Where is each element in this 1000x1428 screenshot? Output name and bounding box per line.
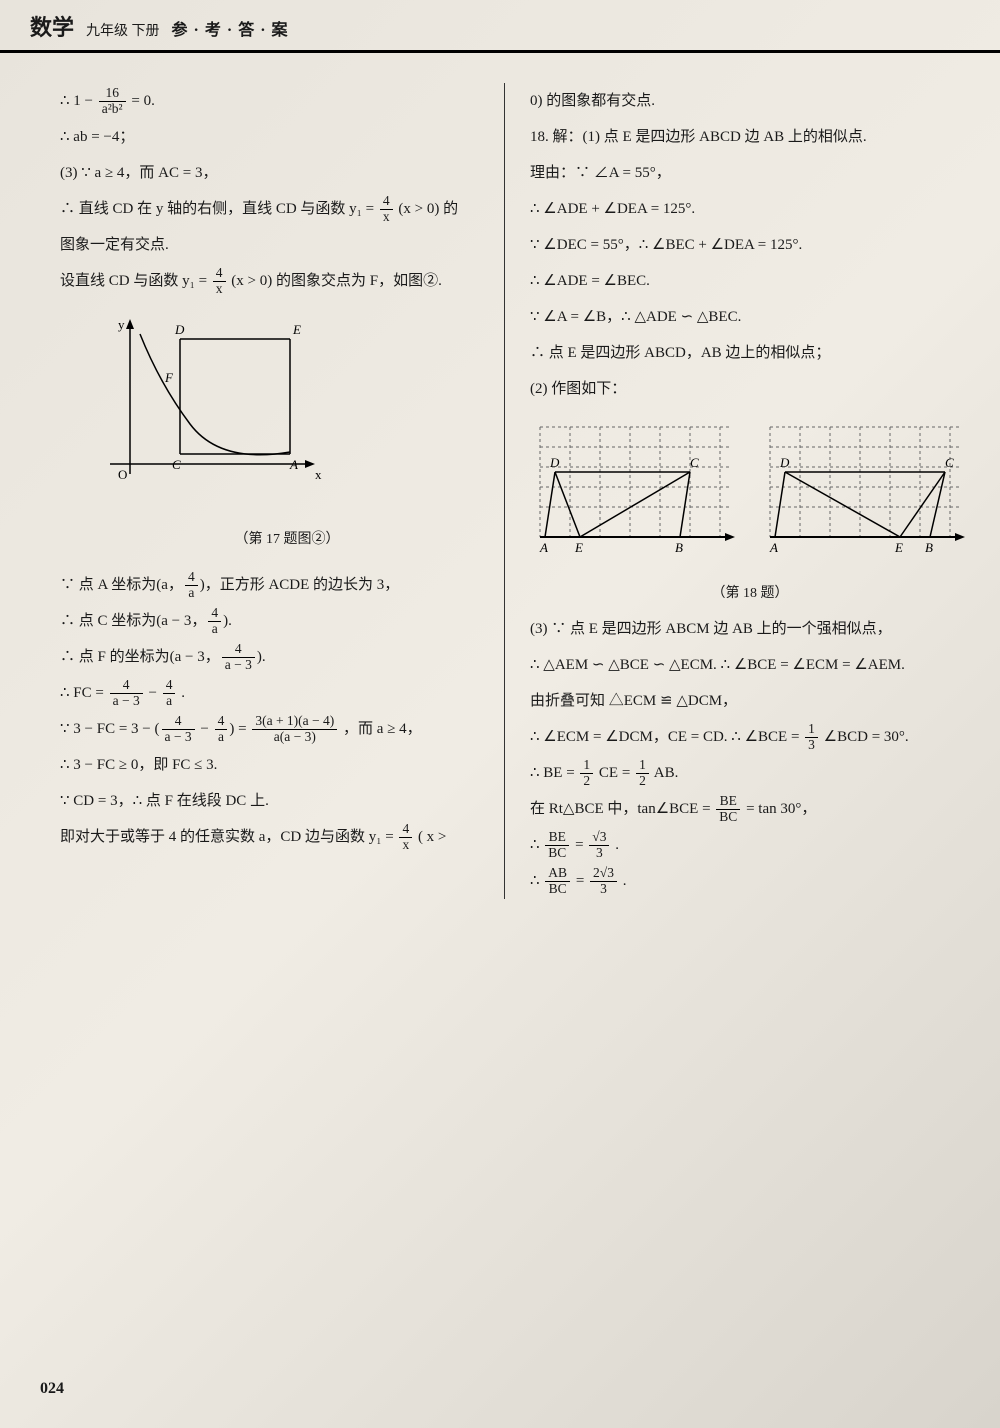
- text-line: ∴ 1 − 16a²b² = 0.: [60, 83, 484, 119]
- text-line: (3) ∵ 点 E 是四边形 ABCM 边 AB 上的一个强相似点，: [530, 611, 970, 647]
- text-line: ∴ ∠ECM = ∠DCM，CE = CD. ∴ ∠BCE = 13 ∠BCD …: [530, 719, 970, 755]
- text-line: 18. 解：(1) 点 E 是四边形 ABCD 边 AB 上的相似点.: [530, 119, 970, 155]
- svg-text:y: y: [118, 317, 125, 332]
- svg-text:C: C: [172, 457, 181, 472]
- text-line: 0) 的图象都有交点.: [530, 83, 970, 119]
- text-line: ∴ ∠ADE = ∠BEC.: [530, 263, 970, 299]
- text-line: ∴ △AEM ∽ △BCE ∽ △ECM. ∴ ∠BCE = ∠ECM = ∠A…: [530, 647, 970, 683]
- text-line: ∴ 3 − FC ≥ 0，即 FC ≤ 3.: [60, 747, 484, 783]
- text-line: (3) ∵ a ≥ 4，而 AC = 3，: [60, 155, 484, 191]
- svg-text:D: D: [174, 322, 185, 337]
- text-line: ∵ ∠DEC = 55°，∴ ∠BEC + ∠DEA = 125°.: [530, 227, 970, 263]
- svg-text:D: D: [779, 455, 790, 470]
- text-line: 即对大于或等于 4 的任意实数 a，CD 边与函数 y₁ = 4x ( x >: [60, 819, 484, 855]
- text-line: 图象一定有交点.: [60, 227, 484, 263]
- text-line: ∴ 点 F 的坐标为(a − 3，4a − 3).: [60, 639, 484, 675]
- text-line: ∴ BE = 12 CE = 12 AB.: [530, 755, 970, 791]
- text-line: ∴ ab = −4；: [60, 119, 484, 155]
- svg-text:C: C: [945, 455, 954, 470]
- text-line: ∵ CD = 3，∴ 点 F 在线段 DC 上.: [60, 783, 484, 819]
- text-line: ∵ ∠A = ∠B，∴ △ADE ∽ △BEC.: [530, 299, 970, 335]
- text-line: ∴ FC = 4a − 3 − 4a .: [60, 675, 484, 711]
- text-line: ∵ 3 − FC = 3 − (4a − 3 − 4a) = 3(a + 1)(…: [60, 711, 484, 747]
- right-column: 0) 的图象都有交点. 18. 解：(1) 点 E 是四边形 ABCD 边 AB…: [505, 83, 970, 899]
- page-number: 024: [40, 1380, 64, 1398]
- text-line: ∴ ∠ADE + ∠DEA = 125°.: [530, 191, 970, 227]
- figure-17: y x O D E F C A （第 17 题图②）: [90, 314, 484, 557]
- text-line: 由折叠可知 △ECM ≌ △DCM，: [530, 683, 970, 719]
- page-header: 数学 九年级 下册 参·考·答·案: [0, 0, 1000, 53]
- left-column: ∴ 1 − 16a²b² = 0. ∴ ab = −4； (3) ∵ a ≥ 4…: [60, 83, 505, 899]
- svg-text:A: A: [769, 540, 778, 555]
- svg-text:B: B: [675, 540, 683, 555]
- content-area: ∴ 1 − 16a²b² = 0. ∴ ab = −4； (3) ∵ a ≥ 4…: [0, 53, 1000, 899]
- subject-title: 数学: [30, 10, 74, 42]
- text-line: ∵ 点 A 坐标为(a，4a)，正方形 ACDE 的边长为 3，: [60, 567, 484, 603]
- figure-18-caption: （第 18 题）: [530, 577, 970, 611]
- figure-17-svg: y x O D E F C A: [90, 314, 330, 504]
- svg-text:E: E: [574, 540, 583, 555]
- figure-18: D C A E B: [530, 417, 970, 567]
- svg-text:O: O: [118, 467, 127, 482]
- svg-text:F: F: [164, 370, 174, 385]
- svg-text:D: D: [549, 455, 560, 470]
- figure-18-panel-2: D C A E B: [760, 417, 970, 567]
- svg-text:A: A: [289, 457, 298, 472]
- text-line: ∴ 直线 CD 在 y 轴的右侧，直线 CD 与函数 y₁ = 4x (x > …: [60, 191, 484, 227]
- text-line: ∴ BEBC = √33 .: [530, 827, 970, 863]
- figure-17-caption: （第 17 题图②）: [90, 523, 484, 557]
- svg-text:C: C: [690, 455, 699, 470]
- section-label: 参·考·答·案: [172, 16, 294, 40]
- svg-text:E: E: [292, 322, 301, 337]
- text-line: 在 Rt△BCE 中，tan∠BCE = BEBC = tan 30°，: [530, 791, 970, 827]
- text-line: ∴ ABBC = 2√33 .: [530, 863, 970, 899]
- text-line: 设直线 CD 与函数 y₁ = 4x (x > 0) 的图象交点为 F，如图②.: [60, 263, 484, 299]
- grade-label: 九年级 下册: [86, 20, 160, 40]
- text-line: (2) 作图如下：: [530, 371, 970, 407]
- text-line: 理由：∵ ∠A = 55°，: [530, 155, 970, 191]
- svg-text:E: E: [894, 540, 903, 555]
- text-line: ∴ 点 C 坐标为(a − 3，4a).: [60, 603, 484, 639]
- svg-text:A: A: [539, 540, 548, 555]
- figure-18-panel-1: D C A E B: [530, 417, 740, 567]
- svg-text:x: x: [315, 467, 322, 482]
- text-line: ∴ 点 E 是四边形 ABCD，AB 边上的相似点；: [530, 335, 970, 371]
- svg-text:B: B: [925, 540, 933, 555]
